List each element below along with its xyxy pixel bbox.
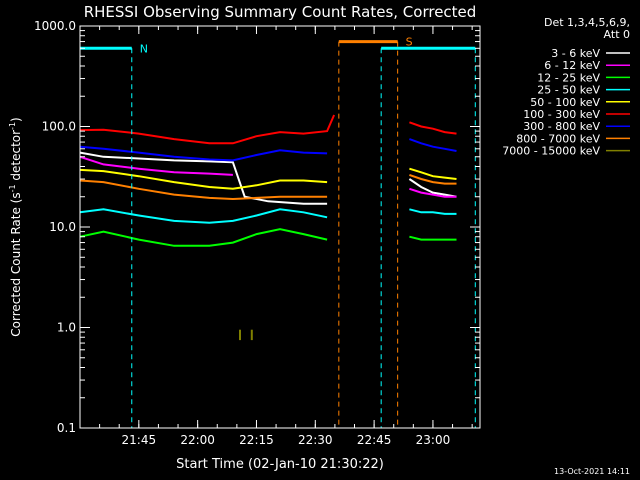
x-tick-label: 22:15 <box>239 433 274 447</box>
plot-area: N S 0.1 1.0 10.0 100.0 1000.0 21:45 22:00 22:15… <box>34 19 481 447</box>
series-line-12-25-kev <box>409 235 457 241</box>
legend-label: 3 - 6 keV <box>551 47 600 60</box>
series-line-25-50-kev <box>409 208 457 215</box>
legend-label: 300 - 800 keV <box>523 120 600 133</box>
y-tick-label: 0.1 <box>57 421 76 435</box>
series-line-12-25-kev <box>79 228 328 247</box>
series-line-3-6-kev <box>79 151 328 205</box>
x-tick-label: 22:45 <box>357 433 392 447</box>
y-tick-label: 100.0 <box>42 120 76 134</box>
series-line-300-800-kev <box>79 145 328 162</box>
series-line-6-12-kev <box>79 155 233 176</box>
series-line-25-50-kev <box>79 208 328 224</box>
y-axis: 0.1 1.0 10.0 100.0 1000.0 <box>34 19 480 435</box>
marker-label: N <box>140 42 148 55</box>
series-line-100-300-kev <box>79 114 336 145</box>
y-tick-label: 1.0 <box>57 321 76 335</box>
series-line-50-100-kev <box>409 167 457 180</box>
legend-header-line2: Att 0 <box>604 28 630 41</box>
series-line-800-7000-kev <box>79 179 328 201</box>
legend-label: 7000 - 15000 keV <box>502 145 600 158</box>
y-tick-label: 1000.0 <box>34 19 76 33</box>
x-axis: 21:45 22:00 22:15 22:30 22:45 23:00 <box>79 26 473 447</box>
series-layer <box>79 114 457 341</box>
y-tick-label: 10.0 <box>49 220 76 234</box>
series-line-3-6-kev <box>408 178 457 198</box>
series-line-100-300-kev <box>409 121 457 135</box>
footer-timestamp: 13-Oct-2021 14:11 <box>554 467 630 476</box>
x-tick-label: 22:30 <box>298 433 333 447</box>
x-tick-label: 23:00 <box>416 433 451 447</box>
legend-label: 800 - 7000 keV <box>516 132 600 145</box>
legend-label: 12 - 25 keV <box>537 71 600 84</box>
legend-header-line1: Det 1,3,4,5,6,9, <box>544 16 630 29</box>
series-line-800-7000-kev <box>409 173 457 185</box>
chart-title: RHESSI Observing Summary Count Rates, Co… <box>84 3 477 21</box>
y-axis-label: Corrected Count Rate (s-1 detector-1) <box>8 117 23 336</box>
marker-label: S <box>406 36 413 49</box>
legend-label: 50 - 100 keV <box>530 96 600 109</box>
legend-label: 6 - 12 keV <box>544 59 600 72</box>
x-tick-label: 22:00 <box>180 433 215 447</box>
x-axis-label: Start Time (02-Jan-10 21:30:22) <box>176 457 384 472</box>
series-line-6-12-kev <box>409 187 457 198</box>
series-line-300-800-kev <box>409 138 457 152</box>
x-tick-label: 21:45 <box>122 433 157 447</box>
legend-label: 25 - 50 keV <box>537 84 600 97</box>
series-line-50-100-kev <box>79 168 328 190</box>
legend-label: 100 - 300 keV <box>523 108 600 121</box>
